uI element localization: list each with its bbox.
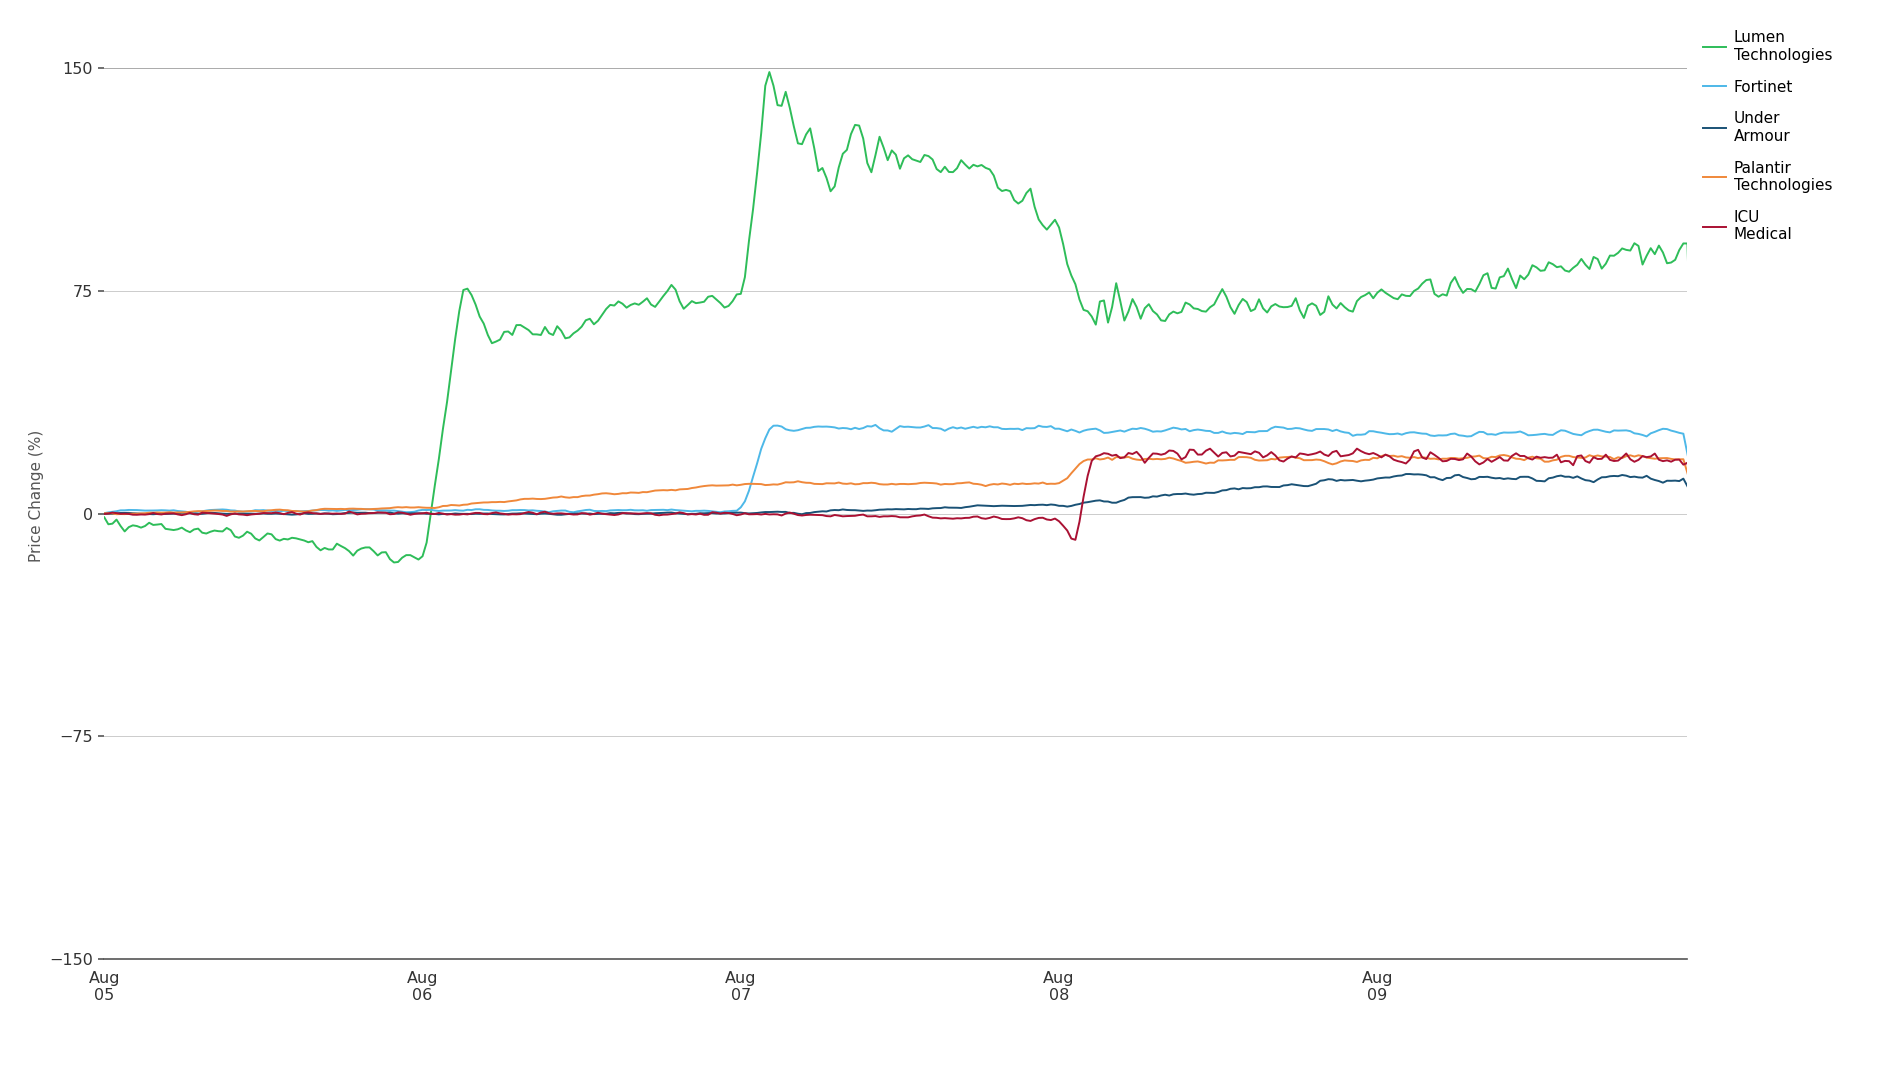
Palantir
Technologies	[1375, 449, 1397, 462]
Under
Armour	[1680, 488, 1703, 501]
Palantir
Technologies	[104, 507, 127, 520]
Palantir
Technologies	[284, 504, 307, 517]
Palantir
Technologies	[1223, 453, 1246, 466]
Under
Armour	[1223, 482, 1246, 495]
ICU
Medical	[1223, 449, 1246, 462]
Lumen
Technologies	[1325, 302, 1348, 314]
Palantir
Technologies	[1322, 458, 1344, 471]
Under
Armour	[1407, 468, 1430, 481]
Palantir
Technologies	[1680, 481, 1703, 494]
Palantir
Technologies	[1407, 452, 1430, 465]
Y-axis label: Price Change (%): Price Change (%)	[28, 430, 44, 562]
Legend: Lumen
Technologies, Fortinet, Under
Armour, Palantir
Technologies, ICU
Medical: Lumen Technologies, Fortinet, Under Armo…	[1703, 30, 1832, 242]
Under
Armour	[1322, 473, 1344, 486]
ICU
Medical	[281, 505, 303, 518]
Lumen
Technologies	[93, 511, 116, 523]
Under
Armour	[1399, 468, 1422, 481]
Lumen
Technologies	[1227, 298, 1249, 311]
Fortinet	[1223, 426, 1246, 439]
Fortinet	[1403, 426, 1426, 439]
Fortinet	[1322, 424, 1344, 437]
ICU
Medical	[1162, 445, 1185, 457]
Under
Armour	[550, 508, 573, 521]
Line: Under
Armour: Under Armour	[104, 474, 1691, 515]
Under
Armour	[93, 507, 116, 520]
ICU
Medical	[93, 507, 116, 520]
Line: Palantir
Technologies: Palantir Technologies	[104, 455, 1691, 514]
Under
Armour	[1284, 479, 1306, 491]
Palantir
Technologies	[93, 506, 116, 519]
Fortinet	[1162, 421, 1185, 434]
Under
Armour	[281, 508, 303, 521]
ICU
Medical	[1284, 451, 1306, 464]
Lumen
Technologies	[1407, 282, 1430, 295]
Lumen
Technologies	[758, 66, 781, 79]
Fortinet	[1284, 422, 1306, 435]
Lumen
Technologies	[1166, 307, 1189, 320]
Fortinet	[1680, 468, 1703, 481]
Palantir
Technologies	[1162, 452, 1185, 465]
ICU
Medical	[1407, 443, 1430, 456]
ICU
Medical	[1346, 442, 1369, 455]
Fortinet	[93, 506, 116, 519]
ICU
Medical	[1680, 480, 1703, 492]
ICU
Medical	[1322, 446, 1344, 458]
Lumen
Technologies	[383, 556, 406, 569]
Palantir
Technologies	[1284, 451, 1306, 464]
Fortinet	[281, 505, 303, 518]
Fortinet	[865, 419, 887, 432]
Lumen
Technologies	[281, 531, 303, 544]
Lumen
Technologies	[1289, 304, 1312, 317]
Under
Armour	[1162, 488, 1185, 501]
Lumen
Technologies	[1680, 372, 1703, 385]
Line: ICU
Medical: ICU Medical	[104, 449, 1691, 539]
ICU
Medical	[1064, 533, 1086, 546]
Line: Fortinet: Fortinet	[104, 425, 1691, 513]
Line: Lumen
Technologies: Lumen Technologies	[104, 72, 1691, 563]
